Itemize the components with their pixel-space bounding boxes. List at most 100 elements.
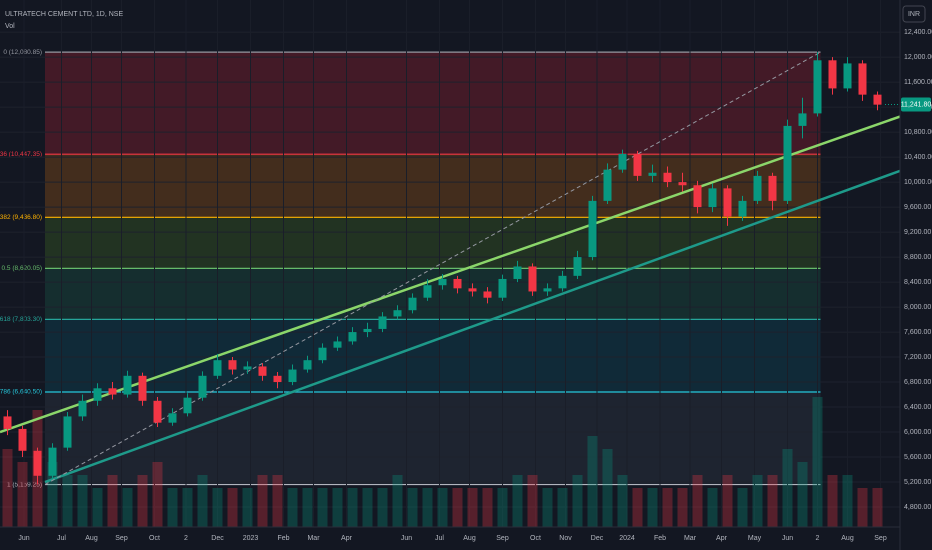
volume-bar [587, 436, 598, 527]
candle-body [663, 172, 672, 183]
candle-group [3, 52, 882, 485]
x-tick-label: Aug [85, 535, 98, 542]
x-tick-label: Aug [463, 535, 476, 542]
candle-body [693, 185, 702, 208]
volume-bar [167, 488, 178, 527]
last-price-label: 11,241.80 [901, 101, 932, 108]
candle-body [708, 188, 717, 208]
y-tick-label: 10,400.00 [904, 154, 932, 161]
y-tick-label: 5,600.00 [904, 454, 931, 461]
y-tick-label: 9,600.00 [904, 204, 931, 211]
candle-body [63, 416, 72, 448]
volume-bar [272, 475, 283, 527]
volume-bar [227, 488, 238, 527]
candle-body [588, 200, 597, 258]
candle-body [843, 63, 852, 89]
fib-zone [45, 268, 821, 320]
candle-body [183, 397, 192, 414]
currency[interactable]: INR [908, 11, 920, 18]
volume-bar [332, 488, 343, 527]
candle-body [513, 266, 522, 279]
volume-bar [212, 488, 223, 527]
candle-body [318, 347, 327, 361]
candle-body [363, 328, 372, 333]
x-tick-label: Oct [149, 535, 160, 542]
x-tick-label: Sep [874, 535, 887, 542]
volume-bar [662, 488, 673, 527]
x-tick-label: Aug [841, 535, 854, 542]
candle-body [543, 288, 552, 292]
volume-bar [482, 488, 493, 527]
y-tick-label: 6,800.00 [904, 379, 931, 386]
x-tick-label: Oct [530, 535, 541, 542]
y-tick-label: 8,000.00 [904, 304, 931, 311]
volume-bar [347, 488, 358, 527]
candle-body [423, 285, 432, 298]
x-tick-label: 2024 [619, 535, 635, 542]
volume-bar [632, 488, 643, 527]
candle-body [138, 375, 147, 401]
volume-bar [527, 475, 538, 527]
volume-bar [617, 475, 628, 527]
volume-bar [692, 475, 703, 527]
candle-body [3, 416, 12, 429]
candle-body [243, 366, 252, 370]
volume-bar [752, 475, 763, 527]
y-tick-label: 12,000.00 [904, 54, 932, 61]
last-price-tag [901, 97, 931, 112]
candle-body [723, 188, 732, 217]
x-tick-label: Mar [684, 535, 697, 542]
candle-body [558, 275, 567, 289]
volume-bar [182, 488, 193, 527]
x-tick-label: Sep [115, 535, 128, 542]
candle-body [738, 200, 747, 217]
x-tick-label: 2 [816, 535, 820, 542]
currency-box[interactable] [902, 5, 926, 23]
volume-bar [107, 475, 118, 527]
candle-body [78, 400, 87, 417]
volume-bar [242, 488, 253, 527]
candle-body [333, 341, 342, 348]
candle-body [573, 257, 582, 276]
y-tick-label: 11,600.00 [904, 79, 932, 86]
candle-body [498, 278, 507, 298]
candle-body [483, 291, 492, 298]
candle-body [633, 154, 642, 176]
fib-level-label: 0.618 (7,803.30) [0, 316, 42, 323]
candle-body [648, 172, 657, 176]
volume-bar [557, 488, 568, 527]
volume-bar [17, 462, 28, 527]
y-tick-label: 4,800.00 [904, 504, 931, 511]
volume-bar [797, 462, 808, 527]
axes-group: 12,400.0012,000.0011,600.0011,200.0010,8… [18, 29, 932, 542]
volume-bar [782, 449, 793, 527]
volume-bar [722, 475, 733, 527]
volume-bar [767, 475, 778, 527]
candle-body [618, 154, 627, 170]
candle-body [678, 182, 687, 186]
candle-body [348, 332, 357, 342]
candle-body [408, 297, 417, 311]
candle-body [288, 369, 297, 383]
volume-bar [2, 449, 13, 527]
candle-body [303, 360, 312, 370]
y-tick-label: 7,200.00 [904, 354, 931, 361]
candle-body [93, 388, 102, 401]
volume-bar [497, 488, 508, 527]
y-tick-label: 12,400.00 [904, 29, 932, 36]
y-tick-label: 5,200.00 [904, 479, 931, 486]
candle-body [528, 266, 537, 292]
fib-zone [45, 217, 821, 269]
candle-body [168, 413, 177, 423]
y-tick-label: 10,000.00 [904, 179, 932, 186]
x-tick-label: Jul [435, 535, 444, 542]
volume-bar [62, 475, 73, 527]
candle-body [603, 169, 612, 201]
volume-bar [422, 488, 433, 527]
candle-body [438, 278, 447, 286]
x-tick-label: Nov [559, 535, 572, 542]
candle-body [393, 310, 402, 317]
volume-bar [542, 488, 553, 527]
